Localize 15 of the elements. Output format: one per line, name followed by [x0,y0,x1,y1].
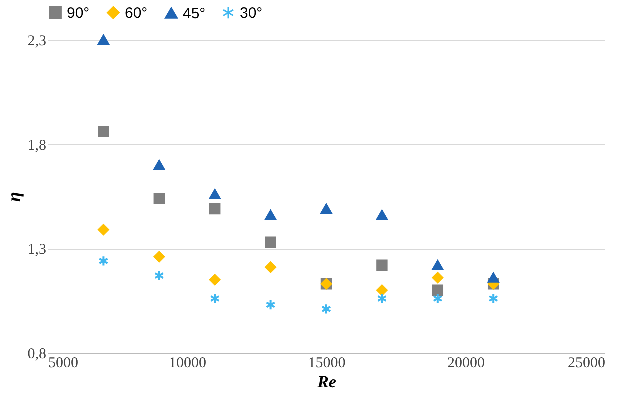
x-axis-title: Re [316,372,337,392]
y-tick-label: 0,8 [28,346,46,362]
legend-label: 30° [240,4,263,22]
y-tick-label: 2,3 [28,34,46,50]
legend-label: 60° [125,4,148,22]
x-tick-label: 10000 [169,356,206,372]
y-tick-label: 1,8 [28,138,46,154]
x-tick-label: 15000 [308,356,346,372]
x-tick-label: 20000 [448,356,485,372]
legend-label: 90° [67,4,90,22]
x-tick-label: 5000 [48,356,78,372]
legend-label: 45° [183,5,206,22]
x-tick-label: 25000 [568,356,606,372]
y-tick-label: 1,3 [28,242,46,258]
y-axis-title: η [4,192,24,202]
